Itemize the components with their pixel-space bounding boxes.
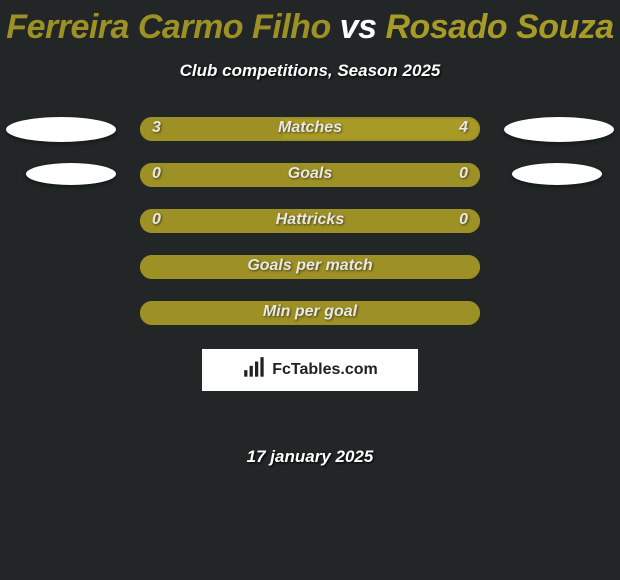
stat-value-left: 0 <box>152 211 161 229</box>
vs-text: vs <box>340 8 377 46</box>
stat-value-right: 4 <box>459 119 468 137</box>
stat-row: Goals00 <box>0 163 620 209</box>
stat-bar-left <box>140 255 480 279</box>
stat-value-left: 0 <box>152 165 161 183</box>
stat-value-left: 3 <box>152 119 161 137</box>
comparison-card: Ferreira Carmo Filho vs Rosado Souza Clu… <box>0 0 620 467</box>
stat-bar-left <box>140 117 283 141</box>
stat-value-right: 0 <box>459 211 468 229</box>
stat-row: Min per goal <box>0 301 620 347</box>
subtitle: Club competitions, Season 2025 <box>0 61 620 81</box>
chart-icon <box>242 355 268 386</box>
stat-bar <box>140 255 480 279</box>
stat-row: Matches34 <box>0 117 620 163</box>
stat-value-right: 0 <box>459 165 468 183</box>
stat-bar-left <box>140 163 480 187</box>
stat-bar <box>140 117 480 141</box>
stat-bar-left <box>140 209 480 233</box>
player-a-avatar <box>26 163 116 185</box>
site-badge: FcTables.com <box>202 349 418 391</box>
player-a-name: Ferreira Carmo Filho <box>6 8 330 46</box>
player-b-name: Rosado Souza <box>385 8 613 46</box>
player-b-avatar <box>512 163 602 185</box>
stat-row: Hattricks00 <box>0 209 620 255</box>
stat-bar <box>140 301 480 325</box>
page-title: Ferreira Carmo Filho vs Rosado Souza <box>0 0 620 47</box>
stat-row: Goals per match <box>0 255 620 301</box>
stat-rows: Matches34Goals00Hattricks00Goals per mat… <box>0 117 620 347</box>
player-a-avatar <box>6 117 116 142</box>
stat-bar-right <box>283 117 480 141</box>
stat-bar-left <box>140 301 480 325</box>
player-b-avatar <box>504 117 614 142</box>
date-text: 17 january 2025 <box>0 447 620 467</box>
site-name: FcTables.com <box>272 361 378 379</box>
stat-bar <box>140 163 480 187</box>
stat-bar <box>140 209 480 233</box>
